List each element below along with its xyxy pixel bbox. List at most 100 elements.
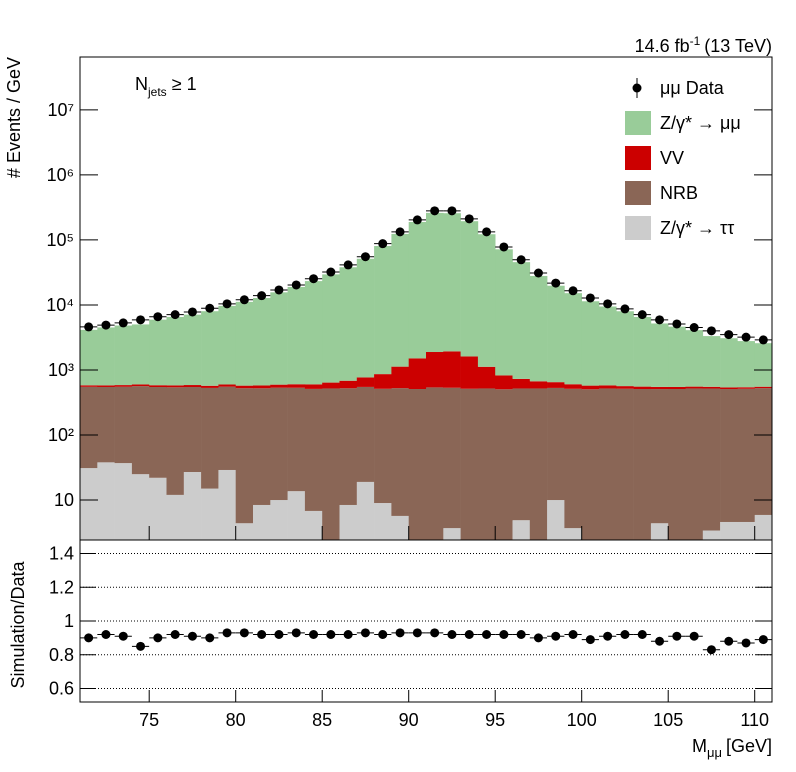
- annotation-main: N: [135, 74, 148, 94]
- histogram-bar: [287, 387, 306, 492]
- histogram-bar: [443, 213, 461, 352]
- data-point: [118, 318, 128, 328]
- y-tick-label: 10³: [48, 360, 74, 380]
- ratio-point: [585, 635, 595, 645]
- histogram-bar: [633, 389, 652, 540]
- histogram-bar: [235, 523, 254, 540]
- ratio-point: [706, 645, 716, 655]
- x-tick-label: 90: [399, 710, 419, 730]
- ratio-point: [603, 631, 613, 641]
- histogram-bar: [737, 341, 755, 388]
- histogram-bar: [529, 275, 548, 382]
- histogram-bar: [737, 387, 755, 389]
- histogram-bar: [270, 500, 288, 540]
- data-point: [187, 307, 197, 317]
- data-point: [274, 285, 284, 295]
- data-point: [291, 280, 301, 290]
- ratio-point: [360, 628, 370, 638]
- histogram-bar: [374, 388, 392, 504]
- histogram-bar: [650, 523, 669, 540]
- ratio-point: [239, 628, 249, 638]
- ratio-point: [672, 631, 682, 641]
- histogram-bar: [495, 249, 513, 376]
- histogram-bar: [616, 311, 634, 387]
- ratio-point: [533, 633, 543, 643]
- histogram-bar: [599, 306, 617, 386]
- histogram-bar: [114, 385, 133, 387]
- histogram-bar: [131, 386, 150, 475]
- y-tick-label: 1: [64, 611, 74, 631]
- histogram-bar: [668, 389, 686, 540]
- annotation-sub: jets: [147, 85, 167, 99]
- histogram-bar: [391, 515, 409, 540]
- data-point: [499, 242, 509, 252]
- ratio-point: [620, 630, 630, 639]
- histogram-bar: [201, 387, 219, 489]
- histogram-bar: [616, 386, 634, 389]
- legend-label: Z/γ* → ττ: [660, 218, 734, 238]
- histogram-bar: [218, 469, 236, 540]
- legend-marker: [632, 83, 642, 93]
- legend-label: NRB: [660, 183, 698, 203]
- data-point: [447, 206, 457, 216]
- histogram-bar: [720, 387, 738, 390]
- histogram-bar: [166, 385, 185, 388]
- histogram-bar: [235, 301, 254, 386]
- data-point: [637, 310, 647, 320]
- ratio-point: [551, 631, 561, 641]
- ratio-y-axis-title: Simulation/Data: [8, 560, 28, 688]
- histogram-bar: [114, 463, 133, 540]
- data-point: [84, 322, 94, 332]
- x-tick-label: 95: [485, 710, 505, 730]
- x-tick-label: 75: [139, 710, 159, 730]
- ratio-point: [187, 631, 197, 641]
- histogram-bar: [149, 387, 167, 478]
- histogram-bar: [97, 462, 115, 540]
- legend-swatch: [625, 181, 651, 205]
- data-point: [395, 227, 405, 237]
- histogram-bar: [391, 388, 409, 516]
- histogram-bar: [166, 316, 185, 386]
- histogram-bar: [356, 386, 375, 482]
- histogram-bar: [702, 386, 721, 389]
- ratio-point: [136, 641, 146, 651]
- ratio-point: [499, 630, 509, 639]
- histogram-bar: [460, 356, 479, 389]
- data-point: [170, 310, 180, 320]
- histogram-bar: [529, 381, 548, 389]
- histogram-bar: [564, 528, 582, 540]
- histogram-bar: [253, 298, 271, 386]
- histogram-bar: [737, 388, 755, 522]
- histogram-bar: [235, 385, 254, 389]
- data-point: [655, 315, 665, 325]
- histogram-bar: [356, 258, 375, 378]
- ratio-point: [482, 630, 492, 639]
- y-tick-label: 0.6: [49, 679, 74, 699]
- histogram-bar: [564, 293, 582, 385]
- histogram-bar: [391, 233, 409, 367]
- histogram-bar: [650, 389, 669, 524]
- data-point: [430, 206, 440, 216]
- histogram-bar: [512, 388, 531, 521]
- histogram-bar: [477, 366, 496, 389]
- ratio-point: [724, 636, 734, 646]
- legend-swatch: [625, 146, 651, 170]
- histogram-bar: [166, 387, 185, 495]
- data-point: [153, 312, 163, 322]
- histogram-bar: [253, 504, 271, 540]
- y-tick-label: 10⁷: [47, 100, 74, 120]
- ratio-point: [205, 633, 215, 643]
- histogram-bar: [218, 305, 236, 385]
- histogram-bar: [97, 386, 115, 463]
- data-point: [257, 291, 267, 301]
- x-tick-label: 80: [226, 710, 246, 730]
- x-title-unit: [GeV]: [726, 736, 772, 756]
- histogram-bar: [304, 384, 323, 389]
- annotation-rest: ≥ 1: [172, 74, 197, 94]
- ratio-point: [378, 630, 388, 639]
- histogram-bar: [616, 388, 634, 540]
- histogram-bar: [183, 471, 202, 540]
- histogram-bar: [581, 385, 600, 390]
- ratio-point: [758, 635, 768, 645]
- ratio-point: [326, 630, 336, 639]
